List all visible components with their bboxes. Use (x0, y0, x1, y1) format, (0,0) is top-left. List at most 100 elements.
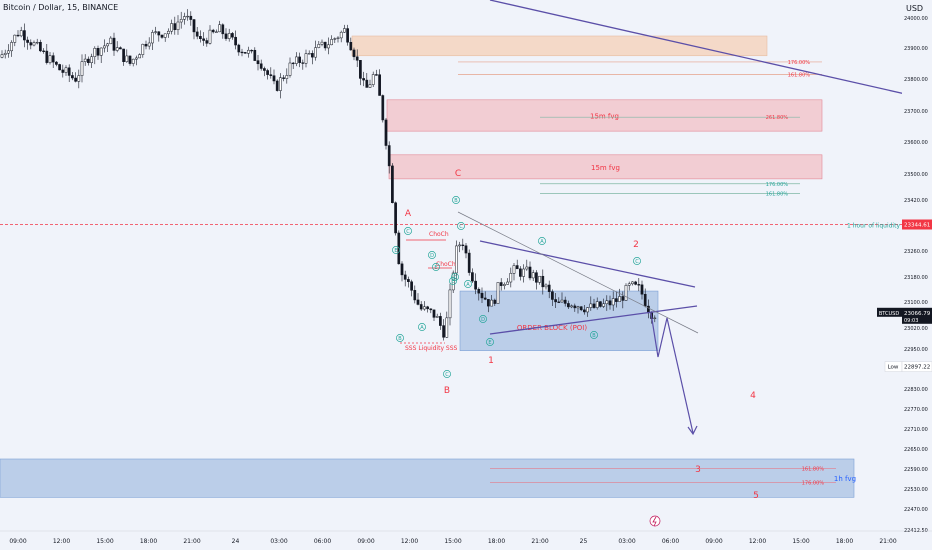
projection-arrow-icon (687, 425, 698, 436)
candle-body (461, 244, 465, 246)
lightning-icon (649, 515, 661, 527)
time-tick-label: 06:00 (662, 538, 679, 545)
candle-body (471, 272, 474, 282)
candle-body (199, 36, 202, 40)
sub-wave-label: E (451, 279, 454, 285)
candle-body (167, 30, 170, 35)
candle-body (99, 47, 103, 56)
candle-body (240, 51, 244, 54)
candle-body (48, 55, 52, 63)
candle-body (349, 41, 353, 51)
candle-body (215, 31, 218, 33)
candle-body (10, 42, 13, 52)
candle-body (551, 291, 554, 300)
zone-label: 1h fvg (834, 475, 856, 483)
candle-body (211, 29, 215, 33)
time-tick-label: 21:00 (531, 538, 548, 545)
sub-wave-circle (633, 257, 641, 265)
candle-body (522, 268, 525, 277)
candle-body (563, 299, 567, 304)
symbol-tag (877, 307, 902, 317)
candle-body (119, 47, 122, 50)
candle-body (218, 24, 221, 33)
candle-body (253, 49, 257, 61)
candle-body (282, 77, 285, 79)
candle-body (384, 119, 388, 146)
price-axis-panel (902, 0, 932, 550)
sub-wave-label: A (466, 282, 470, 288)
candle-body (131, 58, 135, 64)
candle-body (227, 33, 231, 39)
thin-trendline (457, 211, 699, 334)
candles-group (0, 9, 657, 341)
fib-level-label: 161.80% (788, 72, 810, 78)
candle-body (458, 244, 461, 247)
candle-body (365, 79, 369, 88)
candle-body (272, 75, 276, 82)
sub-wave-circle (449, 277, 457, 285)
lightning-bolt-icon (652, 516, 657, 527)
candle-body (381, 95, 385, 121)
candle-body (477, 288, 481, 294)
candle-body (320, 41, 324, 45)
sub-wave-label: C (406, 229, 410, 235)
price-tick-label: 22950.00 (904, 347, 928, 353)
candle-body (128, 55, 132, 64)
candle-body (560, 299, 564, 303)
fib-level-label: 161.80% (766, 192, 788, 198)
candle-body (503, 284, 506, 286)
candle-body (368, 84, 372, 88)
candle-body (163, 33, 167, 38)
sub-wave-circle (428, 251, 436, 259)
candle-body (67, 67, 71, 76)
candle-body (186, 15, 189, 18)
sub-wave-label: A (420, 325, 424, 331)
candle-body (423, 306, 426, 310)
wave-label: C (455, 169, 461, 179)
candle-body (7, 50, 10, 54)
liquidity-price-tag (902, 219, 932, 230)
zone-box (386, 99, 823, 132)
candle-body (637, 284, 641, 286)
candle-body (435, 316, 439, 318)
candle-body (336, 37, 340, 39)
candle-body (189, 15, 193, 20)
candle-body (176, 21, 180, 31)
price-tick-label: 23900.00 (904, 46, 928, 52)
candle-body (266, 70, 269, 75)
candle-body (208, 29, 212, 44)
countdown-label: 09:03 (904, 318, 918, 324)
trendline-long (489, 0, 932, 101)
wave-label: A (405, 209, 412, 219)
candle-body (263, 68, 266, 71)
sub-wave-label: C (635, 259, 639, 265)
candle-body (19, 30, 23, 37)
candle-body (541, 275, 545, 288)
candle-body (314, 47, 317, 58)
candle-body (400, 263, 404, 276)
sub-wave-circle (451, 273, 459, 281)
time-tick-label: 06:00 (314, 538, 331, 545)
candle-body (586, 307, 589, 313)
candle-body (61, 69, 65, 73)
sub-wave-circle (538, 237, 546, 245)
candle-body (35, 41, 39, 44)
fib-level-label: 176.00% (766, 182, 788, 188)
last-price-value: 23066.79 (904, 311, 931, 317)
candle-body (608, 300, 612, 306)
sub-wave-label: A (540, 239, 544, 245)
price-tick-label: 22530.00 (904, 487, 928, 493)
candle-body (611, 298, 615, 306)
candle-body (301, 62, 305, 64)
candle-body (627, 283, 631, 286)
sub-wave-label: B (454, 198, 458, 204)
candle-body (288, 62, 292, 76)
candle-body (0, 54, 4, 58)
sub-wave-circle (452, 196, 460, 204)
candle-body (362, 78, 365, 81)
candle-body (269, 74, 273, 76)
candle-body (93, 48, 97, 57)
time-tick-label: 25 (580, 538, 588, 545)
